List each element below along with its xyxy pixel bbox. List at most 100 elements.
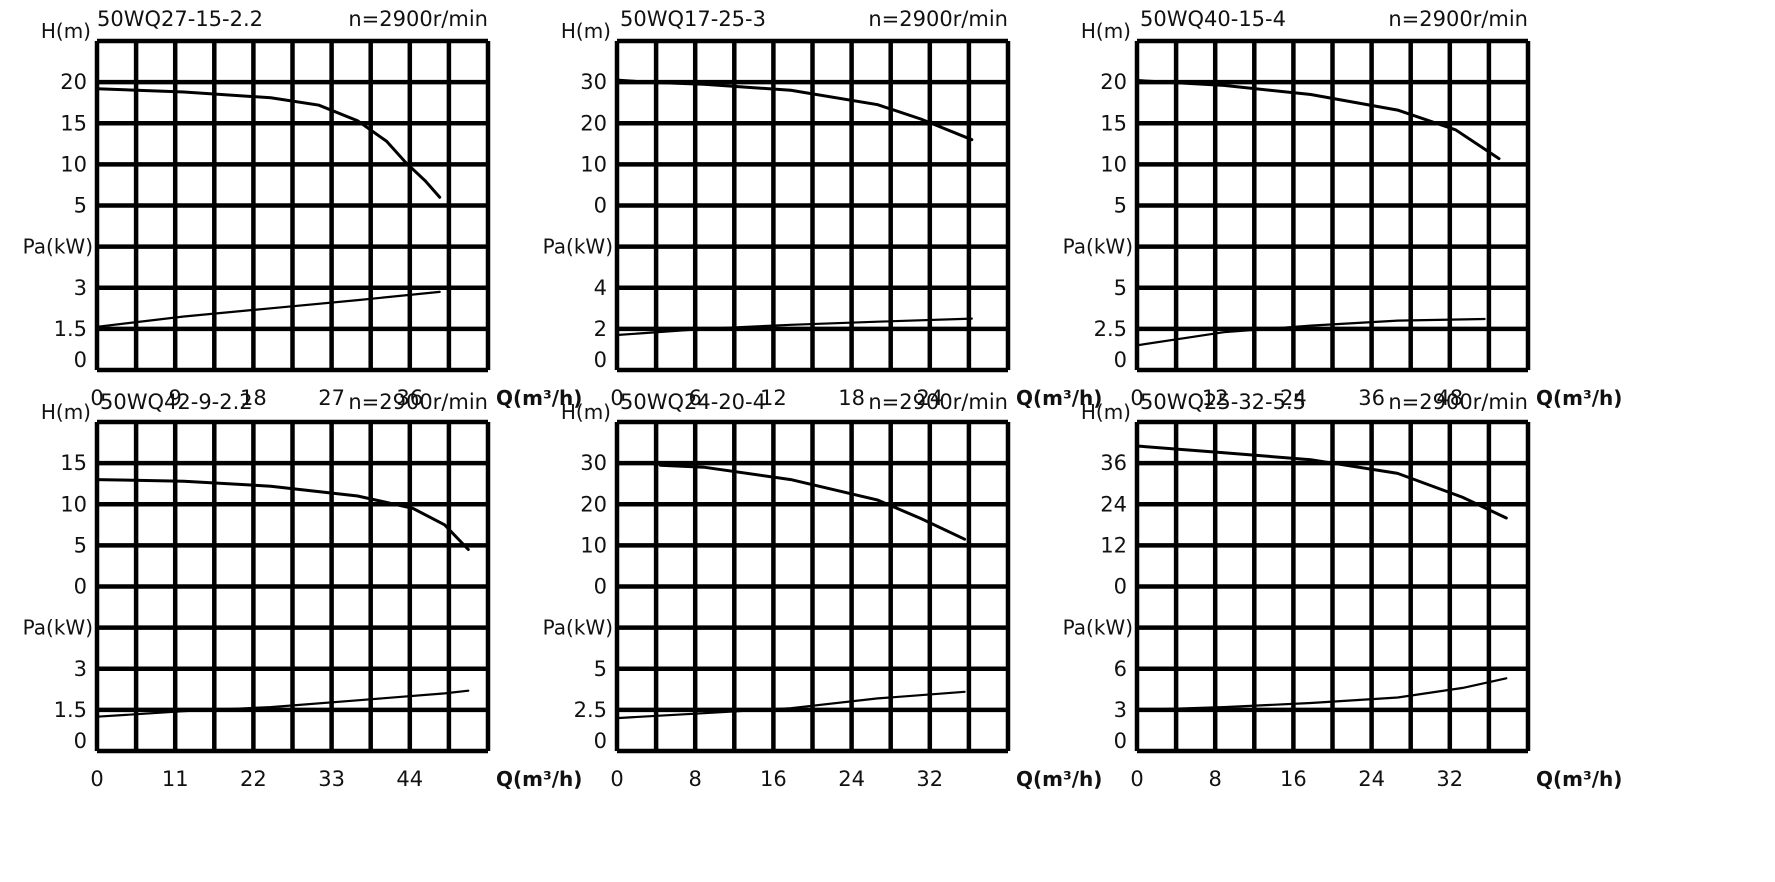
q-tick-label: 11 <box>162 767 189 791</box>
chart-panel: 50WQ25-32-5.5 n=2900r/min H(m) Pa(kW) Q(m³/h… <box>1063 390 1623 791</box>
h-axis-label: H(m) <box>1081 400 1131 424</box>
q-axis-label: Q(m³/h) <box>1016 767 1102 791</box>
h-axis-label: H(m) <box>41 400 91 424</box>
h-tick-label: 15 <box>60 111 87 135</box>
chart-speed-label: n=2900r/min <box>868 390 1008 414</box>
power-curve <box>1135 677 1508 711</box>
p-tick-label: 6 <box>1114 657 1127 681</box>
h-tick-label: 0 <box>74 575 87 599</box>
chart-panel: 50WQ40-15-4 n=2900r/min H(m) Pa(kW) Q(m³/h) 2… <box>1063 7 1623 410</box>
chart-speed-label: n=2900r/min <box>348 7 488 31</box>
head-curve <box>615 78 974 142</box>
chart-model-title: 50WQ27-15-2.2 <box>97 7 263 31</box>
power-curve <box>95 689 470 718</box>
q-tick-label: 36 <box>1358 386 1385 410</box>
h-tick-label: 5 <box>74 533 87 557</box>
q-axis-label: Q(m³/h) <box>1016 386 1102 410</box>
power-curve <box>615 690 966 720</box>
p-axis-label: Pa(kW) <box>543 616 613 640</box>
q-tick-label: 8 <box>1209 767 1222 791</box>
p-tick-label: 0 <box>1114 348 1127 372</box>
p-tick-label: 1.5 <box>54 317 87 341</box>
p-tick-label: 0 <box>594 348 607 372</box>
p-tick-label: 3 <box>1114 698 1127 722</box>
q-tick-label: 0 <box>610 767 623 791</box>
p-tick-label: 2.5 <box>1094 317 1127 341</box>
chart-speed-label: n=2900r/min <box>348 390 488 414</box>
p-axis-label: Pa(kW) <box>1063 235 1133 259</box>
q-tick-label: 6 <box>689 386 702 410</box>
power-curve <box>95 290 441 328</box>
q-tick-label: 0 <box>1130 767 1143 791</box>
q-tick-label: 24 <box>1280 386 1307 410</box>
h-tick-label: 5 <box>74 194 87 218</box>
h-tick-label: 0 <box>1114 575 1127 599</box>
p-tick-label: 5 <box>594 657 607 681</box>
chart-model-title: 50WQ25-32-5.5 <box>1140 390 1306 414</box>
h-tick-label: 10 <box>60 492 87 516</box>
head-curve <box>1135 444 1508 520</box>
chart-panel: 50WQ42-9-2.2 n=2900r/min H(m) Pa(kW) Q(m³/h)… <box>23 390 583 791</box>
h-tick-label: 36 <box>1100 451 1127 475</box>
chart-panel: 50WQ27-15-2.2 n=2900r/min H(m) Pa(kW) Q(m³/h… <box>23 7 583 410</box>
q-tick-label: 27 <box>318 386 345 410</box>
h-tick-label: 20 <box>580 492 607 516</box>
q-tick-label: 0 <box>90 767 103 791</box>
h-tick-label: 0 <box>594 575 607 599</box>
q-axis-label: Q(m³/h) <box>496 386 582 410</box>
q-tick-label: 8 <box>689 767 702 791</box>
q-tick-label: 0 <box>1130 386 1143 410</box>
head-curve <box>1135 79 1501 161</box>
q-tick-label: 36 <box>396 386 423 410</box>
q-axis-label: Q(m³/h) <box>1536 386 1622 410</box>
q-tick-label: 0 <box>610 386 623 410</box>
h-tick-label: 15 <box>1100 111 1127 135</box>
p-axis-label: Pa(kW) <box>543 235 613 259</box>
h-axis-label: H(m) <box>41 19 91 43</box>
chart-model-title: 50WQ17-25-3 <box>620 7 766 31</box>
h-axis-label: H(m) <box>561 19 611 43</box>
q-tick-label: 9 <box>169 386 182 410</box>
q-axis-label: Q(m³/h) <box>496 767 582 791</box>
p-tick-label: 0 <box>1114 729 1127 753</box>
q-axis-label: Q(m³/h) <box>1536 767 1622 791</box>
h-axis-label: H(m) <box>1081 19 1131 43</box>
chart-model-title: 50WQ24-20-4 <box>620 390 766 414</box>
q-tick-label: 48 <box>1436 386 1463 410</box>
h-tick-label: 30 <box>580 70 607 94</box>
chart-speed-label: n=2900r/min <box>868 7 1008 31</box>
chart-model-title: 50WQ42-9-2.2 <box>100 390 253 414</box>
q-tick-label: 0 <box>90 386 103 410</box>
p-tick-label: 5 <box>1114 276 1127 300</box>
p-tick-label: 0 <box>74 348 87 372</box>
h-tick-label: 12 <box>1100 533 1127 557</box>
p-tick-label: 3 <box>74 657 87 681</box>
p-tick-label: 0 <box>594 729 607 753</box>
q-tick-label: 16 <box>1280 767 1307 791</box>
p-axis-label: Pa(kW) <box>23 235 93 259</box>
h-tick-label: 5 <box>1114 194 1127 218</box>
chart-panel: 50WQ17-25-3 n=2900r/min H(m) Pa(kW) Q(m³/h) 3… <box>543 7 1103 410</box>
p-axis-label: Pa(kW) <box>1063 616 1133 640</box>
chart-model-title: 50WQ40-15-4 <box>1140 7 1286 31</box>
q-tick-label: 32 <box>1436 767 1463 791</box>
power-curve <box>1135 317 1486 347</box>
head-curve <box>658 463 967 541</box>
q-tick-label: 12 <box>760 386 787 410</box>
h-tick-label: 20 <box>580 111 607 135</box>
q-tick-label: 22 <box>240 767 267 791</box>
h-axis-label: H(m) <box>561 400 611 424</box>
h-tick-label: 30 <box>580 451 607 475</box>
h-tick-label: 0 <box>594 194 607 218</box>
q-tick-label: 24 <box>916 386 943 410</box>
q-tick-label: 18 <box>838 386 865 410</box>
q-tick-label: 12 <box>1202 386 1229 410</box>
q-tick-label: 32 <box>916 767 943 791</box>
p-tick-label: 2.5 <box>574 698 607 722</box>
h-tick-label: 20 <box>60 70 87 94</box>
q-tick-label: 16 <box>760 767 787 791</box>
h-tick-label: 24 <box>1100 492 1127 516</box>
chart-panel: 50WQ24-20-4 n=2900r/min H(m) Pa(kW) Q(m³/h) 3… <box>543 390 1103 791</box>
p-tick-label: 4 <box>594 276 607 300</box>
